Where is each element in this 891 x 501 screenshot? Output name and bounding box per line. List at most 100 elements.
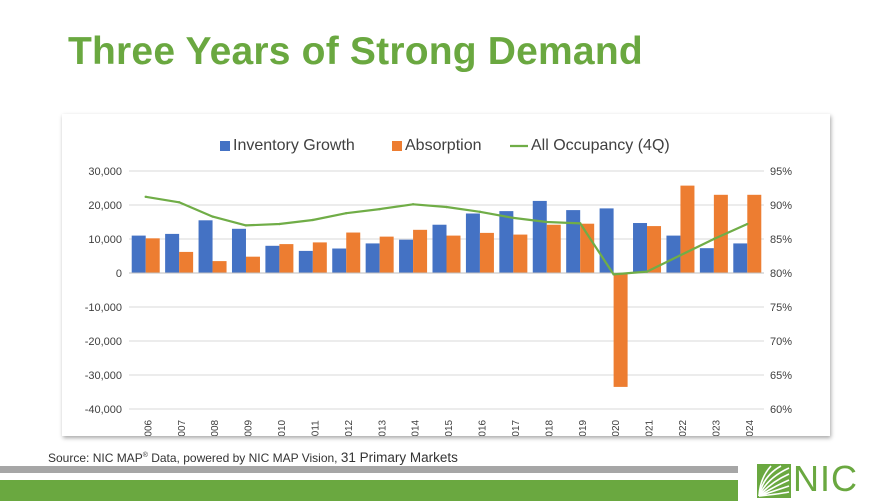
x-axis-tick-label: 2024 <box>745 419 756 436</box>
occupancy-point <box>545 220 548 224</box>
absorption-bar <box>546 224 561 273</box>
legend: Inventory Growth Absorption All Occupancy … <box>220 137 670 154</box>
x-axis-tick-label: 2022 <box>678 419 689 436</box>
left-axis-tick-label: -20,000 <box>85 336 122 348</box>
left-axis-tick-label: 30,000 <box>88 166 122 178</box>
inventory-growth-bar <box>699 248 714 273</box>
occupancy-point <box>712 237 716 241</box>
occupancy-point <box>211 215 214 218</box>
x-axis-tick-label: 2010 <box>277 419 288 436</box>
legend-swatch-absorption <box>392 141 402 151</box>
occupancy-point <box>478 210 482 213</box>
absorption-bar <box>413 229 428 273</box>
occupancy-point <box>411 203 415 206</box>
source-prefix: Source: NIC MAP <box>48 451 143 465</box>
right-axis-ticks: 95% 90% 85% 80% 75% 70% 65% 60% <box>770 166 792 416</box>
absorption-bar <box>479 232 494 273</box>
left-axis-tick-label: 10,000 <box>88 234 122 246</box>
occupancy-point <box>278 222 281 226</box>
occupancy-point <box>244 224 248 227</box>
x-axis-tick-label: 2019 <box>578 419 589 436</box>
inventory-growth-bar <box>231 228 246 273</box>
occupancy-point <box>144 195 147 199</box>
x-axis-tick-label: 2008 <box>210 419 221 436</box>
right-axis-tick-label: 70% <box>770 336 792 348</box>
footer-green-stripe <box>0 480 738 501</box>
x-axis-tick-label: 2011 <box>310 420 321 436</box>
x-axis-tick-label: 2009 <box>244 419 255 436</box>
source-registered-mark: ® <box>142 452 148 459</box>
bars <box>131 185 762 387</box>
left-axis-tick-label: 0 <box>116 268 122 280</box>
left-axis-ticks: 30,000 20,000 10,000 0 -10,000 -20,000 -30,000… <box>85 166 122 416</box>
inventory-growth-bar <box>733 243 748 273</box>
right-axis-tick-label: 80% <box>770 268 792 280</box>
left-axis-tick-label: -40,000 <box>85 404 122 416</box>
inventory-growth-bar <box>198 220 213 273</box>
right-axis-tick-label: 65% <box>770 370 792 382</box>
right-axis-tick-label: 95% <box>770 166 792 178</box>
inventory-growth-bar <box>332 248 347 273</box>
absorption-bar <box>312 242 327 273</box>
occupancy-point <box>445 205 448 209</box>
absorption-bar <box>713 194 728 273</box>
x-axis-tick-label: 2014 <box>411 419 422 436</box>
right-axis-tick-label: 90% <box>770 200 792 212</box>
absorption-bar <box>279 244 294 273</box>
x-axis-tick-label: 2023 <box>712 419 723 436</box>
source-markets: 31 Primary Markets <box>340 450 458 465</box>
occupancy-point <box>311 218 315 222</box>
x-axis-tick-label: 2015 <box>444 419 455 436</box>
source-middle: Data, powered by NIC MAP Vision, <box>147 451 341 465</box>
right-axis-tick-label: 85% <box>770 234 792 246</box>
left-axis-tick-label: 20,000 <box>88 200 122 212</box>
absorption-bar <box>647 226 662 273</box>
inventory-growth-bar <box>265 245 280 273</box>
occupancy-point <box>679 254 682 257</box>
inventory-growth-bar <box>165 233 180 273</box>
legend-label-occupancy: All Occupancy (4Q) <box>531 137 670 154</box>
occupancy-line-layer <box>144 195 749 276</box>
occupancy-point <box>177 201 181 204</box>
x-axis-ticks: 2006 2007 2008 2009 2010 2011 2012 2013 2014 2015… <box>143 419 756 436</box>
absorption-bar <box>179 251 194 273</box>
chart-container: 30,000 20,000 10,000 0 -10,000 -20,000 -30,000… <box>62 114 830 436</box>
occupancy-point <box>645 270 649 273</box>
legend-label-absorption: Absorption <box>405 137 482 154</box>
left-axis-tick-label: -30,000 <box>85 370 122 382</box>
absorption-bar <box>680 185 695 273</box>
absorption-bar <box>346 232 361 273</box>
x-axis-tick-label: 2020 <box>611 419 622 436</box>
x-axis-tick-label: 2018 <box>544 419 555 436</box>
inventory-growth-bar <box>131 235 146 273</box>
right-axis-tick-label: 75% <box>770 302 792 314</box>
page-title: Three Years of Strong Demand <box>68 30 643 73</box>
absorption-bar <box>513 234 528 273</box>
x-axis-tick-label: 2012 <box>344 419 355 436</box>
footer-gray-stripe <box>0 466 738 473</box>
inventory-growth-bar <box>298 250 313 273</box>
absorption-bar <box>379 236 394 273</box>
occupancy-point <box>345 211 348 215</box>
right-axis-tick-label: 60% <box>770 404 792 416</box>
occupancy-point <box>746 222 749 226</box>
x-axis-tick-label: 2006 <box>143 419 154 436</box>
inventory-growth-bar <box>532 200 547 273</box>
x-axis-tick-label: 2016 <box>478 419 489 436</box>
legend-label-inventory: Inventory Growth <box>233 137 355 154</box>
occupancy-point <box>578 222 582 225</box>
inventory-growth-bar <box>566 210 581 273</box>
left-axis-tick-label: -10,000 <box>85 302 122 314</box>
inventory-growth-bar <box>432 224 447 273</box>
occupancy-point <box>512 216 515 220</box>
absorption-bar <box>580 223 595 273</box>
absorption-bar <box>212 261 227 273</box>
inventory-growth-bar <box>499 211 514 273</box>
inventory-growth-bar <box>365 243 380 273</box>
inventory-growth-bar <box>633 223 648 273</box>
x-axis-tick-label: 2021 <box>645 419 656 436</box>
absorption-bar <box>613 273 628 387</box>
inventory-growth-bar <box>666 235 681 273</box>
absorption-bar <box>446 235 461 273</box>
x-axis-tick-label: 2017 <box>511 419 522 436</box>
